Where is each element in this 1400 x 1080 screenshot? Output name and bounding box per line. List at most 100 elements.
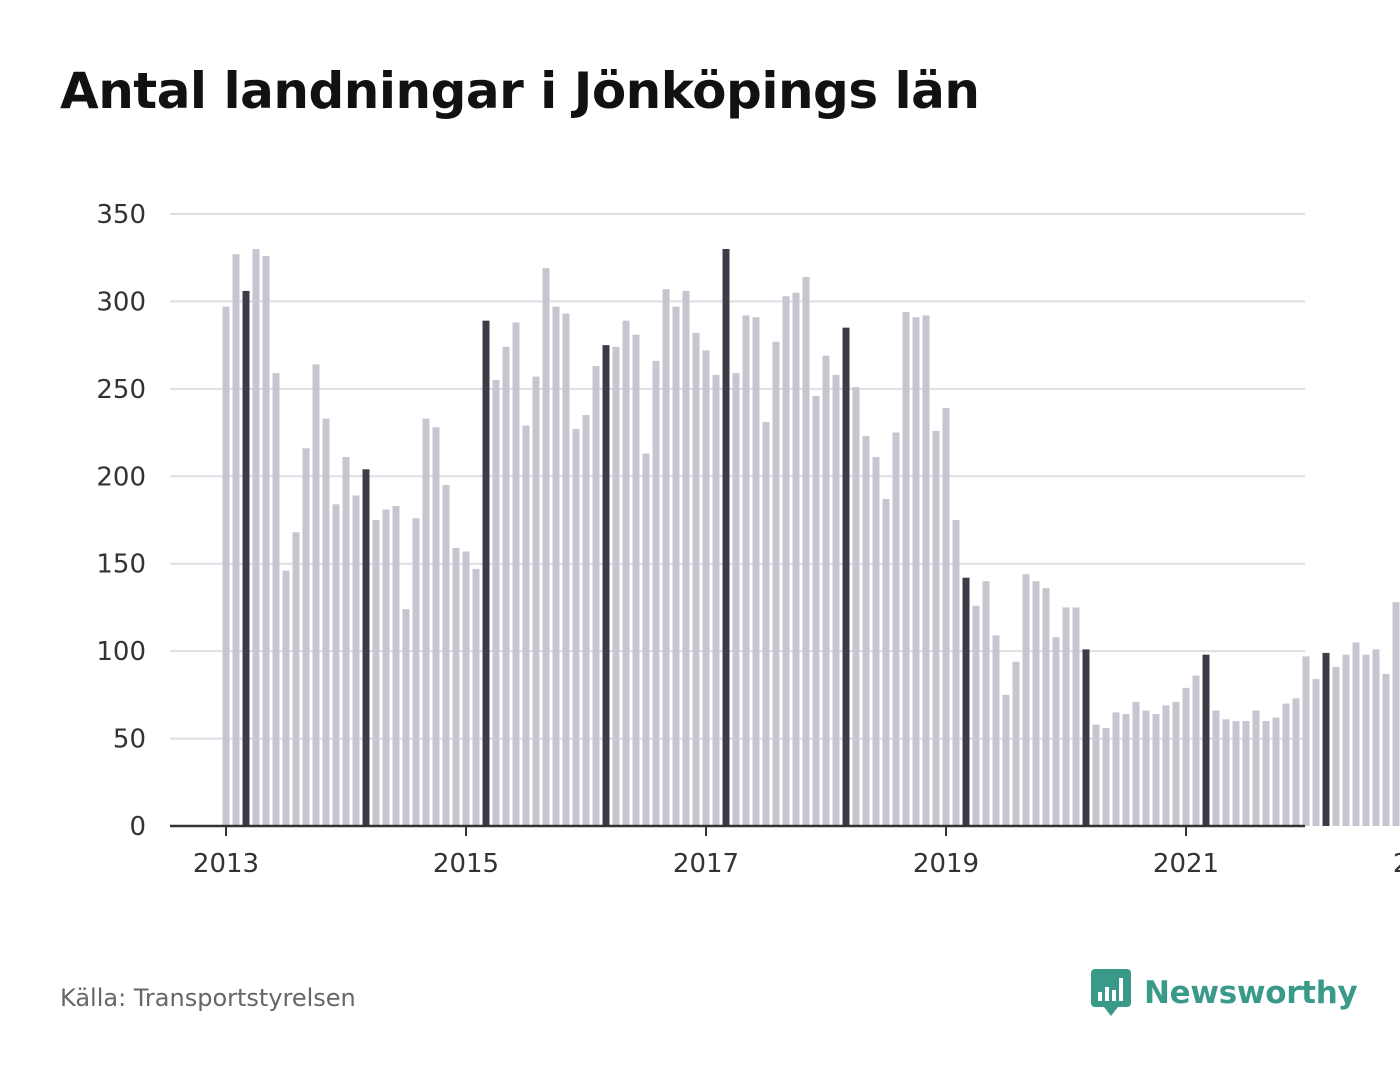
bar <box>832 374 840 826</box>
bar <box>1042 588 1050 826</box>
y-tick-label: 300 <box>96 287 146 317</box>
bar <box>732 373 740 826</box>
bar <box>892 432 900 826</box>
bar <box>1242 721 1250 826</box>
bar <box>332 504 340 826</box>
bar <box>1002 694 1010 826</box>
bar <box>1202 654 1210 826</box>
bar <box>942 408 950 826</box>
brand-logo: Newsworthy <box>1090 968 1358 1018</box>
bar <box>412 518 420 826</box>
bar <box>1122 714 1130 826</box>
bar <box>862 436 870 826</box>
bar <box>812 395 820 826</box>
bar <box>562 313 570 826</box>
bar <box>272 373 280 826</box>
bar <box>1352 642 1360 826</box>
y-tick-label: 100 <box>96 637 146 667</box>
bar <box>1172 701 1180 826</box>
bar <box>612 346 620 826</box>
bar <box>642 453 650 826</box>
y-tick-label: 50 <box>113 725 146 755</box>
y-tick-label: 0 <box>129 812 146 842</box>
bar <box>722 248 730 826</box>
bar <box>902 311 910 826</box>
bar <box>382 509 390 826</box>
bar <box>1362 654 1370 826</box>
bar <box>432 427 440 826</box>
bar <box>1022 574 1030 826</box>
bar <box>1302 656 1310 826</box>
bar <box>452 547 460 826</box>
bar <box>1272 717 1280 826</box>
bar <box>532 376 540 826</box>
bar <box>472 568 480 826</box>
bar <box>572 429 580 826</box>
bar <box>802 276 810 826</box>
bar <box>442 485 450 826</box>
bar <box>822 355 830 826</box>
bar <box>362 469 370 826</box>
bar <box>392 506 400 826</box>
bar <box>462 551 470 826</box>
bar <box>1292 698 1300 826</box>
bar <box>602 345 610 826</box>
bar <box>1392 602 1400 826</box>
y-tick-label: 250 <box>96 375 146 405</box>
bar <box>692 332 700 826</box>
bar <box>992 635 1000 826</box>
bar <box>1132 701 1140 826</box>
bar <box>372 520 380 826</box>
x-tick-label: 2017 <box>673 849 739 879</box>
bar <box>322 418 330 826</box>
bar <box>482 320 490 826</box>
bar <box>1032 581 1040 826</box>
bar <box>852 387 860 826</box>
bar <box>1262 721 1270 826</box>
bar <box>912 317 920 826</box>
bar <box>1162 705 1170 826</box>
bar <box>262 255 270 827</box>
bar <box>292 532 300 826</box>
bar <box>1322 652 1330 826</box>
bar <box>422 418 430 826</box>
bar-chart-bubble-icon <box>1091 969 1131 1016</box>
bar <box>242 290 250 826</box>
bar <box>1082 649 1090 826</box>
bar <box>1052 637 1060 826</box>
bar <box>672 306 680 826</box>
bar <box>1152 714 1160 826</box>
x-tick-label: 2013 <box>193 849 259 879</box>
bar <box>1342 654 1350 826</box>
bar <box>1312 679 1320 826</box>
bar <box>782 296 790 826</box>
brand-name: Newsworthy <box>1144 975 1358 1011</box>
bar-chart: 0 50 100 150 200 250 300 350 2013 2015 2017 2019 202… <box>96 200 1400 879</box>
y-tick-label: 200 <box>96 462 146 492</box>
bar <box>1142 710 1150 826</box>
bar <box>502 346 510 826</box>
chart-title: Antal landningar i Jönköpings län <box>60 62 980 120</box>
bar <box>1102 728 1110 826</box>
bar <box>542 268 550 827</box>
bar <box>1192 675 1200 826</box>
bar <box>752 317 760 826</box>
bar <box>772 341 780 826</box>
bar <box>872 457 880 826</box>
bar <box>512 322 520 826</box>
bar <box>1372 649 1380 826</box>
bar <box>1332 666 1340 826</box>
bar <box>662 289 670 826</box>
bar <box>952 520 960 826</box>
bar <box>932 430 940 826</box>
x-tick-label: 2023 <box>1393 849 1400 879</box>
bar <box>1382 673 1390 826</box>
bar <box>1012 661 1020 826</box>
bar <box>1182 687 1190 826</box>
bar <box>1212 710 1220 826</box>
bar <box>742 315 750 826</box>
bar <box>1092 724 1100 826</box>
bar <box>312 364 320 826</box>
bar <box>792 292 800 827</box>
source-note: Källa: Transportstyrelsen <box>60 984 356 1012</box>
